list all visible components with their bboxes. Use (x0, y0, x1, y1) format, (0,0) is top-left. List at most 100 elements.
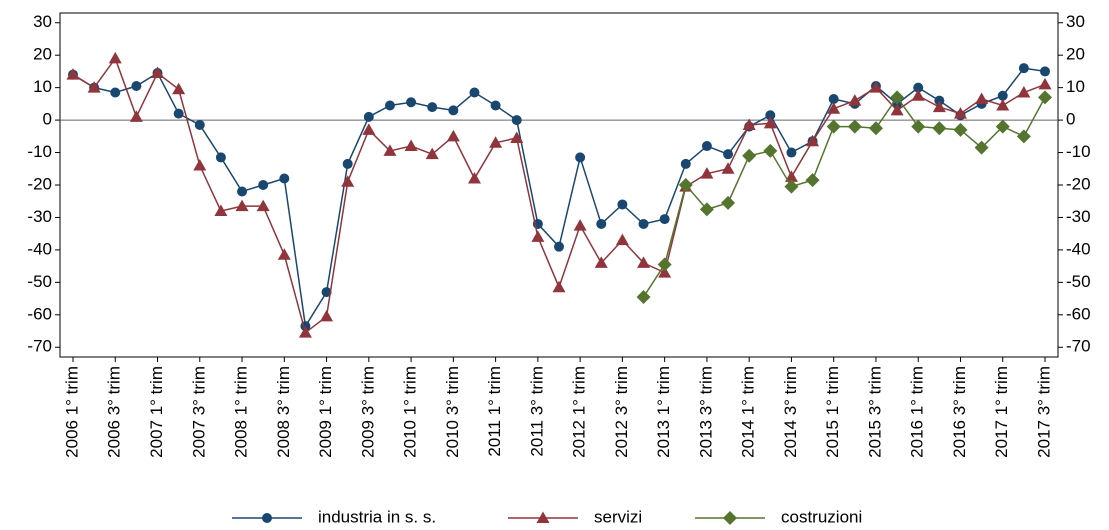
point (806, 134, 820, 147)
x-tick-label: 2017 3° trim (1034, 366, 1053, 458)
point (596, 218, 607, 229)
point (237, 186, 248, 197)
point (575, 152, 586, 163)
x-tick-label: 2014 1° trim (739, 366, 758, 458)
point (913, 82, 924, 93)
point (805, 173, 820, 188)
x-tick-label: 2009 1° trim (316, 366, 335, 458)
y-tick-label: -20 (27, 174, 52, 193)
x-tick-label: 2008 3° trim (274, 366, 293, 458)
point (531, 230, 545, 242)
point (406, 97, 417, 108)
legend-marker (262, 513, 272, 523)
point (362, 123, 376, 135)
point (193, 159, 207, 171)
point (194, 119, 205, 130)
point (680, 158, 691, 169)
legend-marker (536, 511, 550, 523)
plot-frame (59, 12, 1059, 358)
point (826, 119, 841, 134)
point (490, 100, 501, 111)
point (657, 257, 672, 272)
point (446, 129, 460, 142)
legend-label: industria in s. s. (318, 507, 436, 526)
point (932, 121, 947, 136)
y-tick-label: -30 (27, 207, 52, 226)
y2-tick-label: 30 (1066, 12, 1085, 31)
x-tick-label: 2008 1° trim (232, 366, 251, 458)
y-tick-label: 10 (33, 77, 52, 96)
point (636, 289, 651, 304)
y2-tick-label: -50 (1066, 272, 1091, 291)
point (321, 287, 332, 298)
x-tick-label: 2010 3° trim (443, 366, 462, 458)
point (342, 158, 353, 169)
x-tick-label: 2016 1° trim (908, 366, 927, 458)
point (869, 81, 883, 93)
point (404, 139, 418, 152)
point (110, 87, 121, 98)
point (997, 90, 1008, 101)
legend-item: costruzioni (695, 507, 862, 526)
legend-marker (723, 511, 737, 525)
point (66, 68, 80, 80)
y2-tick-label: -60 (1066, 304, 1091, 323)
point (469, 87, 480, 98)
point (363, 111, 374, 122)
y2-tick-label: -20 (1066, 174, 1091, 193)
legend-label: servizi (594, 507, 642, 526)
point (763, 143, 778, 158)
point (172, 82, 186, 95)
x-tick-label: 2010 1° trim (401, 366, 420, 458)
point (554, 241, 564, 252)
point (953, 122, 968, 137)
y-tick-label: -50 (27, 272, 52, 291)
point (256, 199, 270, 212)
point (87, 81, 101, 93)
series-line (642, 96, 1046, 298)
point (427, 102, 438, 113)
point (151, 66, 165, 79)
point (467, 172, 481, 184)
point (659, 214, 670, 225)
point (723, 149, 734, 160)
point (573, 219, 587, 231)
x-tick-label: 2015 3° trim (865, 366, 884, 458)
point (594, 256, 608, 268)
point (235, 199, 249, 212)
point (721, 162, 735, 174)
x-tick-label: 2013 3° trim (696, 366, 715, 458)
point (911, 119, 926, 134)
y-tick-label: -10 (27, 142, 52, 161)
point (1038, 77, 1052, 90)
y-tick-label: -70 (27, 337, 52, 356)
y2-tick-label: 20 (1066, 45, 1085, 64)
point (742, 148, 757, 163)
y2-tick-label: 0 (1066, 110, 1075, 129)
point (617, 199, 628, 210)
point (615, 233, 629, 246)
x-tick-label: 2015 1° trim (823, 366, 842, 458)
point (277, 248, 291, 260)
point (129, 110, 143, 122)
point (701, 141, 712, 152)
x-tick-label: 2006 1° trim (62, 366, 81, 458)
x-tick-label: 2009 3° trim (358, 366, 377, 458)
point (511, 115, 522, 126)
x-tick-label: 2017 1° trim (992, 366, 1011, 458)
y2-tick-label: 10 (1066, 77, 1085, 96)
y2-tick-label: -30 (1066, 207, 1091, 226)
point (911, 89, 925, 101)
point (658, 266, 672, 278)
point (1017, 86, 1031, 98)
point (827, 102, 841, 114)
point (258, 180, 269, 190)
point (1018, 63, 1029, 74)
y2-tick-label: -10 (1066, 142, 1091, 161)
x-tick-label: 2007 3° trim (189, 366, 208, 458)
point (784, 170, 798, 182)
y-tick-label: -60 (27, 304, 52, 323)
point (848, 94, 862, 106)
point (890, 90, 905, 105)
